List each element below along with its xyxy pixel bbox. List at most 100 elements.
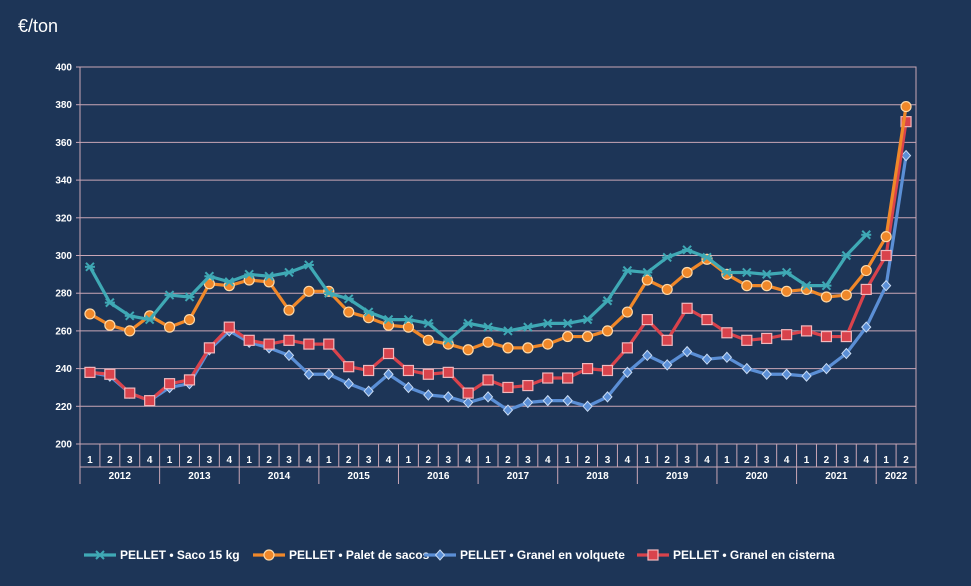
series-3 bbox=[84, 149, 912, 416]
data-point bbox=[781, 368, 792, 381]
data-point bbox=[303, 338, 315, 350]
data-point bbox=[144, 395, 156, 407]
data-point bbox=[661, 283, 673, 296]
y-tick-label: 240 bbox=[55, 364, 72, 375]
data-point-stroke bbox=[602, 296, 613, 306]
data-point bbox=[402, 321, 415, 333]
data-point-stroke bbox=[702, 252, 712, 263]
x-quarter-label: 1 bbox=[645, 455, 651, 466]
series-line bbox=[88, 233, 868, 342]
data-point-stroke bbox=[144, 314, 155, 325]
data-point bbox=[422, 368, 434, 380]
data-point bbox=[840, 330, 852, 343]
legend-swatch bbox=[637, 549, 669, 561]
data-point-stroke bbox=[821, 280, 832, 291]
data-point-stroke bbox=[562, 318, 573, 329]
data-point bbox=[641, 313, 653, 326]
x-quarter-label: 4 bbox=[545, 455, 551, 466]
data-point bbox=[343, 361, 355, 373]
x-quarter-label: 2 bbox=[107, 455, 113, 466]
gridlines bbox=[80, 104, 916, 407]
data-point bbox=[761, 269, 772, 280]
data-point-stroke bbox=[204, 271, 215, 281]
data-point-stroke bbox=[284, 267, 294, 278]
data-point-stroke bbox=[742, 267, 752, 278]
data-point bbox=[343, 294, 354, 304]
data-point-stroke bbox=[164, 290, 175, 300]
data-point bbox=[581, 363, 594, 375]
data-point bbox=[542, 318, 553, 329]
data-point bbox=[104, 319, 116, 331]
data-point bbox=[264, 271, 275, 281]
data-point bbox=[661, 334, 673, 346]
data-point bbox=[462, 387, 474, 399]
x-quarter-label: 3 bbox=[764, 455, 770, 466]
data-point bbox=[821, 280, 832, 291]
x-quarter-label: 3 bbox=[684, 455, 690, 466]
y-tick-label: 320 bbox=[55, 213, 72, 224]
data-point bbox=[721, 351, 733, 364]
data-point bbox=[244, 269, 255, 280]
data-point bbox=[443, 391, 454, 403]
y-tick-label: 400 bbox=[55, 63, 72, 74]
data-point bbox=[840, 289, 852, 301]
data-point-stroke bbox=[622, 265, 633, 276]
data-point-stroke bbox=[304, 260, 314, 270]
data-point-stroke bbox=[861, 230, 871, 240]
data-point bbox=[582, 314, 593, 325]
data-point bbox=[662, 252, 673, 263]
data-point bbox=[183, 374, 196, 386]
data-point bbox=[781, 285, 793, 297]
data-point bbox=[323, 338, 335, 350]
data-point bbox=[203, 342, 215, 354]
data-point bbox=[820, 330, 833, 343]
data-point-stroke bbox=[523, 322, 533, 332]
data-point bbox=[562, 394, 573, 407]
data-point bbox=[164, 290, 175, 300]
data-point bbox=[602, 296, 613, 306]
x-quarter-label: 3 bbox=[445, 455, 451, 466]
x-quarter-label: 1 bbox=[804, 455, 810, 466]
series-line bbox=[89, 106, 908, 352]
data-point-stroke bbox=[423, 318, 434, 329]
x-quarter-label: 3 bbox=[366, 455, 372, 466]
data-point bbox=[283, 349, 295, 362]
data-point bbox=[522, 322, 533, 332]
x-axis: 1 2 3 4 1 2 3 4 1 2 3 4 1 2 3 4 1 2 3 4 1 2 3 4 1 2 3 4 1 2 3 4 1 2 3 4 1 2 3 4… bbox=[79, 444, 917, 484]
legend-item: PELLET • Palet de sacos bbox=[253, 540, 429, 570]
data-point bbox=[741, 362, 752, 375]
data-point bbox=[801, 280, 812, 291]
data-point bbox=[622, 366, 633, 379]
data-point-stroke bbox=[503, 326, 513, 336]
data-point bbox=[403, 314, 414, 325]
x-year-label: 2016 bbox=[427, 471, 450, 482]
data-point bbox=[363, 385, 374, 397]
x-year-label: 2017 bbox=[507, 471, 530, 482]
x-quarter-label: 2 bbox=[824, 455, 830, 466]
x-quarter-label: 1 bbox=[246, 455, 252, 466]
data-point-stroke bbox=[483, 322, 493, 332]
data-point bbox=[403, 381, 414, 394]
data-point-stroke bbox=[244, 269, 254, 280]
data-point bbox=[382, 347, 395, 360]
x-quarter-label: 4 bbox=[386, 455, 392, 466]
data-point bbox=[562, 330, 574, 343]
x-quarter-label: 1 bbox=[406, 455, 412, 466]
x-quarter-label: 3 bbox=[844, 455, 850, 466]
data-point bbox=[482, 391, 494, 403]
data-point bbox=[800, 325, 813, 337]
x-year-label: 2020 bbox=[746, 471, 769, 482]
data-point bbox=[502, 326, 513, 336]
data-point bbox=[184, 292, 195, 302]
series-2 bbox=[84, 100, 912, 356]
data-point bbox=[900, 100, 912, 113]
x-year-label: 2019 bbox=[666, 471, 689, 482]
data-point bbox=[124, 325, 136, 337]
data-point-stroke bbox=[582, 314, 593, 325]
x-quarter-label: 1 bbox=[326, 455, 332, 466]
data-point bbox=[601, 364, 614, 377]
data-point bbox=[323, 288, 334, 298]
data-point bbox=[443, 335, 454, 346]
data-point bbox=[681, 266, 693, 279]
x-year-label: 2013 bbox=[188, 471, 211, 482]
